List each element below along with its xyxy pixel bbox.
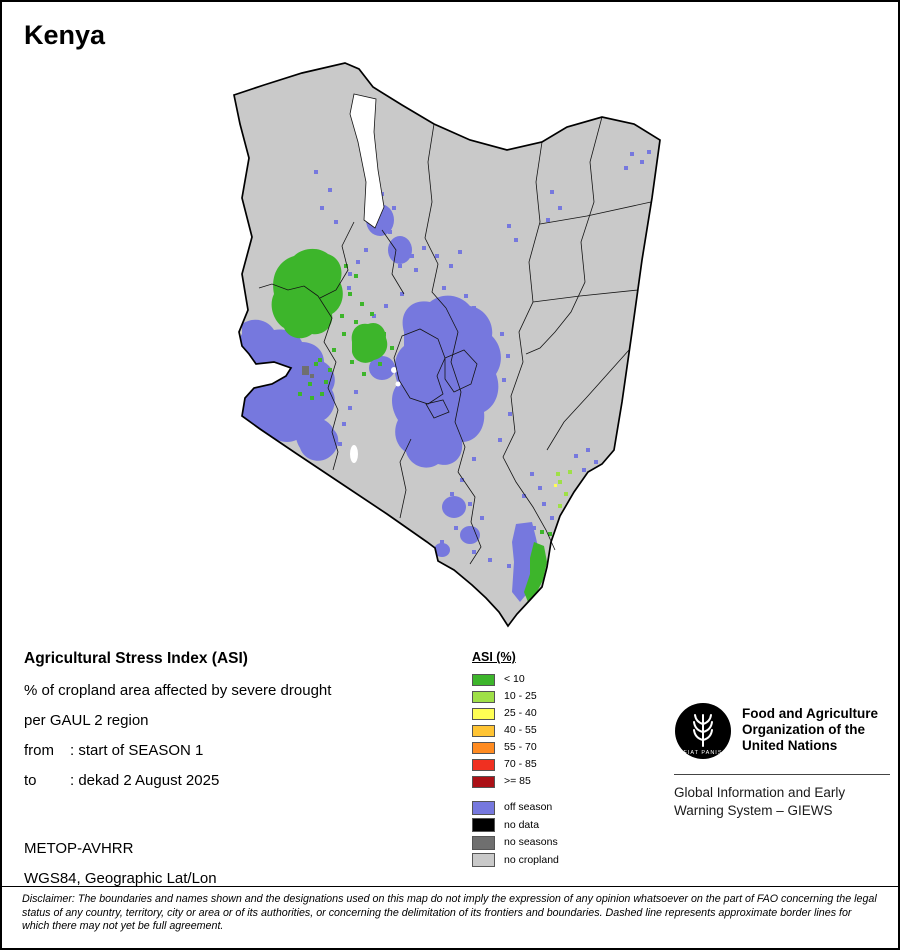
- period-to-line: to : dekad 2 August 2025: [24, 772, 454, 790]
- asi-description-line2: per GAUL 2 region: [24, 712, 149, 729]
- from-label: from: [24, 742, 54, 759]
- fao-logo-icon: FIAT PANIS: [675, 703, 731, 759]
- legend-swatch: [472, 853, 495, 868]
- sensor-block: METOP-AVHRR WGS84, Geographic Lat/Lon: [24, 840, 217, 900]
- inland-lakes: [350, 367, 401, 463]
- legend-row: 10 - 25: [472, 688, 612, 705]
- legend-swatch: [472, 724, 495, 737]
- period-from-line: from : start of SEASON 1: [24, 742, 454, 760]
- no-seasons-areas: [302, 366, 314, 378]
- giews-name: Global Information and Early Warning Sys…: [674, 785, 846, 818]
- legend-row: no data: [472, 817, 612, 835]
- map-container: [2, 2, 898, 652]
- legend-row: off season: [472, 799, 612, 817]
- kenya-border: [233, 62, 661, 628]
- sensor-name: METOP-AVHRR: [24, 840, 134, 857]
- to-label: to: [24, 772, 37, 789]
- legend-title: ASI (%): [472, 650, 516, 664]
- asi-description-line1: % of cropland area affected by severe dr…: [24, 682, 332, 699]
- admin-boundaries: [258, 116, 652, 565]
- legend-row: 25 - 40: [472, 705, 612, 722]
- fao-divider: [674, 774, 890, 775]
- map-legend: ASI (%) < 10 10 - 25 25 - 40 40 - 55 55 …: [472, 650, 612, 869]
- legend-row: no seasons: [472, 834, 612, 852]
- asi-heading: Agricultural Stress Index (ASI): [24, 650, 248, 667]
- fao-motto: FIAT PANIS: [683, 750, 722, 756]
- legend-row: < 10: [472, 671, 612, 688]
- no-data-areas: [602, 462, 640, 479]
- legend-row: 40 - 55: [472, 722, 612, 739]
- legend-row: 55 - 70: [472, 739, 612, 756]
- legend-row: >= 85: [472, 773, 612, 790]
- lake-turkana: [349, 93, 385, 229]
- map-info-block: Agricultural Stress Index (ASI) % of cro…: [24, 650, 454, 802]
- legend-swatch: [472, 690, 495, 703]
- legend-swatch: [472, 758, 495, 771]
- legend-swatch: [472, 818, 495, 833]
- page-title: Kenya: [24, 20, 106, 50]
- legend-swatch: [472, 741, 495, 754]
- disclaimer-text: Disclaimer: The boundaries and names sho…: [2, 886, 898, 934]
- legend-row: no cropland: [472, 852, 612, 870]
- to-value: : dekad 2 August 2025: [70, 772, 220, 789]
- legend-row: 70 - 85: [472, 756, 612, 773]
- kenya-map: [233, 62, 661, 628]
- fao-block: FIAT PANIS Food and Agriculture Organiza…: [674, 702, 890, 819]
- fao-name: Food and Agriculture Organization of the…: [742, 706, 878, 753]
- legend-swatch: [472, 775, 495, 788]
- legend-swatch: [472, 673, 495, 686]
- from-value: : start of SEASON 1: [70, 742, 204, 759]
- projection-name: WGS84, Geographic Lat/Lon: [24, 870, 217, 887]
- legend-swatch: [472, 835, 495, 850]
- legend-swatch: [472, 707, 495, 720]
- legend-swatch: [472, 800, 495, 815]
- asi-lt10-areas: [271, 248, 615, 602]
- legend-gap: [472, 790, 612, 799]
